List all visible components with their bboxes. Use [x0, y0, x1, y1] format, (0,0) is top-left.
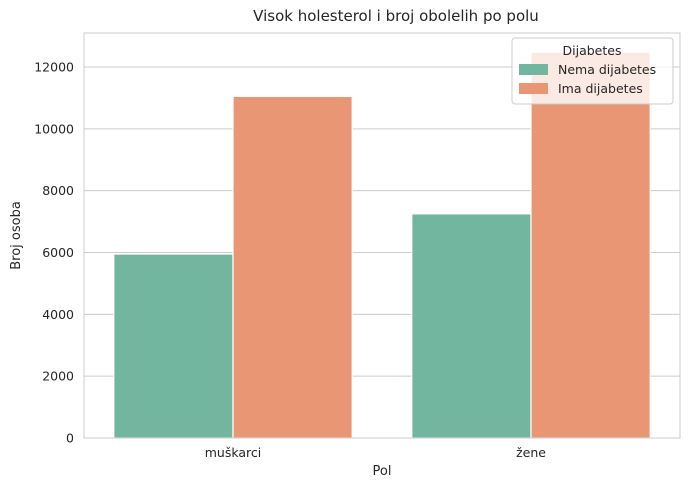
y-tick-label: 10000	[34, 121, 74, 136]
x-tick-label: žene	[516, 445, 546, 460]
legend-label: Nema dijabetes	[558, 62, 656, 77]
y-tick-label: 8000	[42, 183, 74, 198]
bar-diabetes	[232, 95, 353, 439]
legend-title: Dijabetes	[563, 43, 622, 58]
plot-area-frame	[83, 32, 681, 439]
y-axis-label: Broj osoba	[9, 201, 24, 270]
y-tick-label: 4000	[42, 307, 74, 322]
y-tick-label: 2000	[42, 369, 74, 384]
y-tick-label: 0	[66, 431, 74, 446]
legend-label: Ima dijabetes	[558, 81, 643, 96]
x-axis-label: Pol	[373, 464, 392, 479]
legend-box	[511, 37, 674, 105]
bar-no-diabetes	[113, 253, 234, 439]
x-tick-label: muškarci	[205, 445, 262, 460]
y-tick-label: 6000	[42, 245, 74, 260]
chart-title: Visok holesterol i broj obolelih po polu	[253, 7, 539, 25]
bar-diabetes	[530, 51, 651, 439]
legend-swatch	[519, 64, 548, 75]
x-tick-labels: muškarci žene	[205, 445, 546, 460]
bar-no-diabetes	[411, 213, 532, 439]
y-tick-labels: 0 2000 4000 6000 8000 10000 12000	[34, 60, 74, 446]
y-tick-label: 12000	[34, 60, 74, 75]
legend-swatch	[519, 83, 548, 94]
legend: Dijabetes Nema dijabetes Ima dijabetes	[511, 37, 674, 105]
legend-items: Nema dijabetes Ima dijabetes	[519, 62, 656, 96]
